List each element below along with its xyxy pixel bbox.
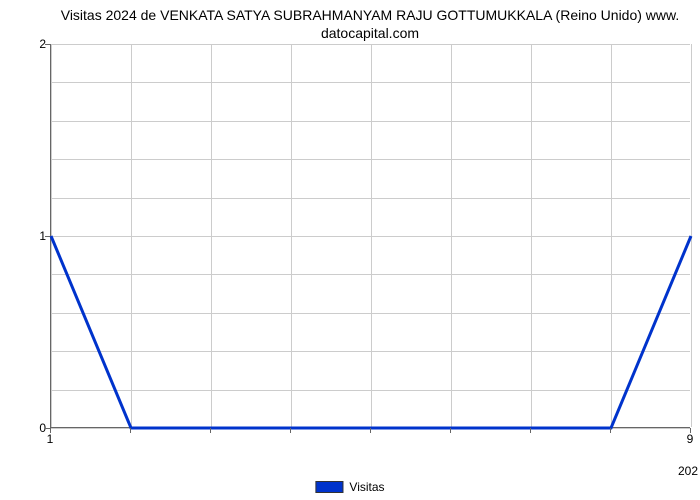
chart-container: Visitas 2024 de VENKATA SATYA SUBRAHMANY… — [0, 0, 700, 500]
x-tick-label: 9 — [687, 432, 694, 446]
x-tick-mark — [610, 428, 611, 433]
y-tick-mark — [45, 236, 50, 237]
chart-title-line2: datocapital.com — [321, 25, 419, 41]
x-tick-mark — [530, 428, 531, 433]
grid-vertical — [691, 44, 692, 427]
legend-swatch — [315, 481, 343, 493]
x-tick-mark — [450, 428, 451, 433]
x-tick-mark — [370, 428, 371, 433]
y-tick-mark — [45, 44, 50, 45]
x-tick-mark — [210, 428, 211, 433]
legend-label: Visitas — [349, 480, 384, 494]
cutoff-text: 202 — [678, 464, 698, 478]
x-tick-mark — [130, 428, 131, 433]
line-series — [51, 44, 690, 427]
x-tick-label: 1 — [47, 432, 54, 446]
chart-title-line1: Visitas 2024 de VENKATA SATYA SUBRAHMANY… — [61, 7, 680, 23]
x-tick-mark — [290, 428, 291, 433]
plot-area — [50, 44, 690, 428]
chart-title: Visitas 2024 de VENKATA SATYA SUBRAHMANY… — [50, 6, 690, 42]
legend: Visitas — [315, 480, 384, 494]
